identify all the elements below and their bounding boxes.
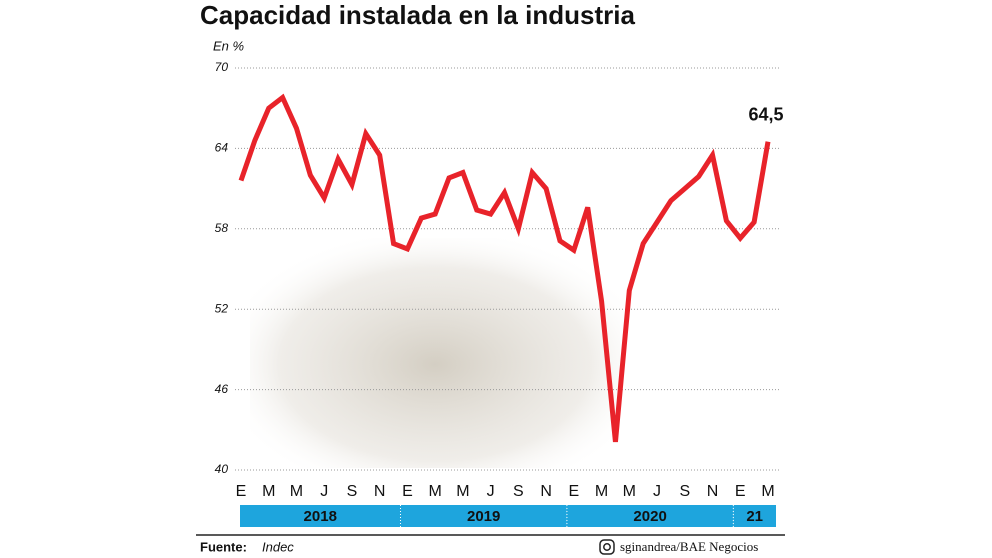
x-tick-label: M: [290, 483, 303, 500]
x-tick-label: S: [679, 483, 690, 500]
credit: sginandrea/BAE Negocios: [620, 539, 758, 554]
y-tick-label: 40: [215, 462, 229, 476]
background-photo: [250, 238, 620, 468]
x-tick-label: E: [236, 483, 247, 500]
y-tick-label: 46: [215, 382, 229, 396]
line: [238, 93, 771, 443]
instagram-icon: [599, 539, 615, 555]
x-tick-label: M: [623, 483, 636, 500]
y-tick-label: 52: [215, 301, 229, 315]
year-label: 21: [746, 508, 763, 525]
year-band: [400, 505, 567, 527]
x-tick-label: M: [262, 483, 275, 500]
y-tick-label: 64: [215, 141, 229, 155]
x-tick-label: M: [761, 483, 774, 500]
x-tick-label: E: [735, 483, 746, 500]
year-band: [566, 505, 734, 527]
value-label: 64,5: [748, 104, 783, 124]
year-label: 2019: [467, 508, 500, 525]
x-tick-label: J: [320, 483, 328, 500]
x-tick-label: J: [487, 483, 495, 500]
x-tick-label: S: [513, 483, 524, 500]
x-tick-label: N: [707, 483, 719, 500]
source-label: Fuente:: [200, 539, 247, 554]
y-tick-label: 58: [215, 221, 229, 235]
year-band: [240, 505, 401, 527]
x-tick-label: N: [540, 483, 552, 500]
source: Indec: [262, 539, 294, 554]
x-tick-label: S: [347, 483, 358, 500]
chart-title: Capacidad instalada en la industria: [200, 0, 635, 30]
year-label: 2020: [633, 508, 666, 525]
x-tick-label: N: [374, 483, 386, 500]
x-tick-label: E: [402, 483, 413, 500]
x-tick-label: M: [595, 483, 608, 500]
x-tick-label: J: [653, 483, 661, 500]
y-axis-label: En %: [213, 38, 244, 53]
y-tick-label: 70: [215, 60, 229, 74]
year-band: [733, 505, 776, 527]
x-tick-label: E: [569, 483, 580, 500]
x-tick-label: M: [456, 483, 469, 500]
year-label: 2018: [304, 508, 337, 525]
x-tick-label: M: [428, 483, 441, 500]
